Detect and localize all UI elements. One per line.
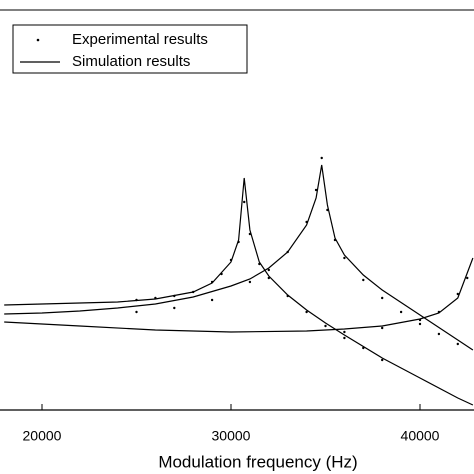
data-point [381, 296, 384, 300]
data-point [381, 358, 384, 362]
data-point [173, 306, 176, 310]
data-point [466, 276, 469, 280]
x-axis-label: Modulation frequency (Hz) [158, 452, 357, 471]
legend-marker [36, 38, 40, 42]
legend-box [12, 24, 248, 74]
data-point [343, 330, 346, 334]
data-point [135, 310, 138, 314]
data-point [343, 256, 346, 260]
x-tick-label: 20000 [23, 428, 62, 444]
data-point [343, 336, 346, 340]
x-tick-label: 30000 [212, 428, 251, 444]
sim-line [4, 164, 474, 351]
x-tick-label: 40000 [401, 428, 440, 444]
data-point [314, 188, 318, 192]
data-point [267, 268, 270, 272]
data-point [324, 324, 327, 328]
data-point [210, 298, 214, 302]
legend-label: Experimental results [72, 31, 208, 48]
sim-line [4, 257, 474, 333]
legend-label: Simulation results [72, 53, 190, 70]
data-point [362, 278, 365, 282]
data-point [418, 322, 422, 326]
data-point [456, 292, 460, 296]
data-point [456, 342, 460, 346]
data-point [248, 280, 252, 284]
data-point [243, 200, 246, 204]
data-point [437, 332, 441, 336]
data-point [305, 310, 308, 314]
sim-line [4, 177, 474, 406]
data-point [381, 326, 384, 330]
data-point [320, 156, 323, 160]
data-point [399, 310, 403, 314]
